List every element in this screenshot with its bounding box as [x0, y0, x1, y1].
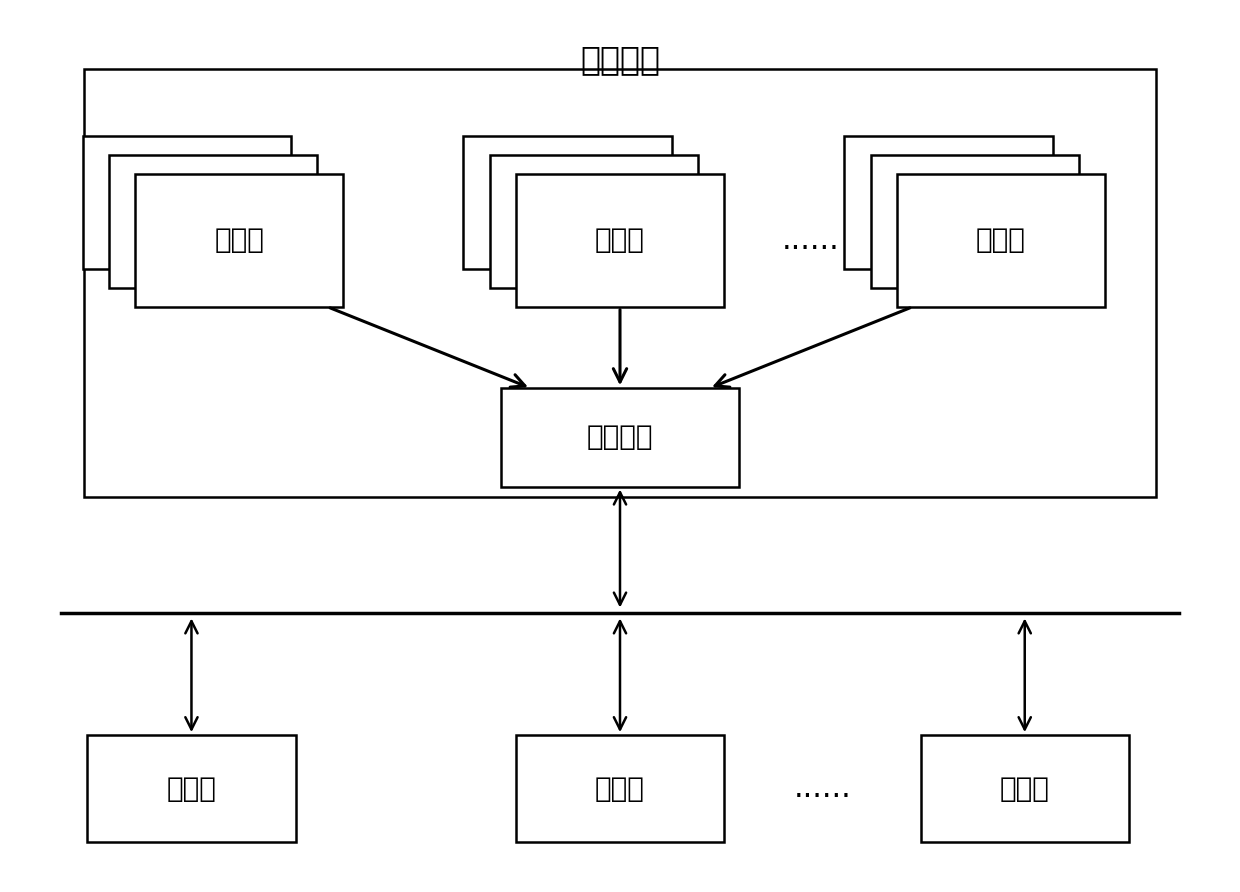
Bar [897, 174, 1105, 307]
Bar [490, 155, 698, 288]
Bar [87, 735, 295, 842]
Text: ......: ...... [794, 774, 851, 803]
Text: 控制设备: 控制设备 [587, 424, 653, 451]
Bar [516, 735, 724, 842]
Bar [83, 136, 291, 269]
Text: ......: ...... [781, 226, 839, 255]
Bar [84, 70, 1156, 498]
Text: 服务器: 服务器 [999, 774, 1050, 803]
Bar [135, 174, 343, 307]
Text: 交换机: 交换机 [976, 227, 1025, 254]
Bar [501, 388, 739, 487]
Text: 交换机: 交换机 [215, 227, 264, 254]
Text: 交换网络: 交换网络 [580, 44, 660, 77]
Bar [464, 136, 672, 269]
Bar [920, 735, 1128, 842]
Text: 交换机: 交换机 [595, 227, 645, 254]
Bar [516, 174, 724, 307]
Text: 服务器: 服务器 [166, 774, 217, 803]
Bar [109, 155, 317, 288]
Text: 服务器: 服务器 [595, 774, 645, 803]
Bar [844, 136, 1053, 269]
Bar [870, 155, 1079, 288]
